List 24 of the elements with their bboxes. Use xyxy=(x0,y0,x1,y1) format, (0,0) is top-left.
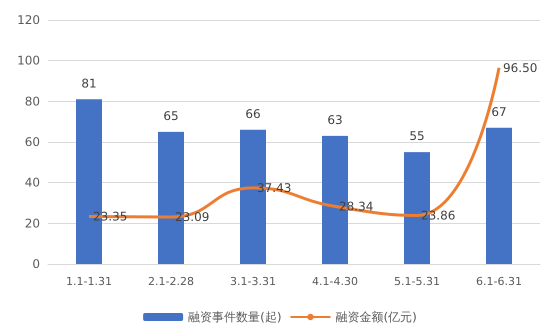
x-tick-label: 2.1-2.28 xyxy=(148,275,194,288)
legend-label: 融资金额(亿元) xyxy=(336,310,417,324)
y-tick-label: 40 xyxy=(24,176,40,190)
data-label: 66 xyxy=(245,106,261,121)
data-label: 67 xyxy=(491,104,507,119)
x-tick-label: 6.1-6.31 xyxy=(476,275,522,288)
x-tick-label: 5.1-5.31 xyxy=(394,275,440,288)
x-tick-label: 1.1-1.31 xyxy=(66,275,112,288)
data-label: 96.50 xyxy=(503,60,538,75)
x-tick-label: 3.1-3.31 xyxy=(230,275,276,288)
y-tick-label: 100 xyxy=(17,54,40,68)
y-tick-label: 60 xyxy=(24,135,40,149)
data-label: 63 xyxy=(327,112,343,127)
data-label: 81 xyxy=(81,76,97,90)
data-label: 65 xyxy=(163,108,179,123)
data-label: 55 xyxy=(409,129,425,144)
x-tick-label: 4.1-4.30 xyxy=(312,275,358,288)
y-tick-label: 0 xyxy=(32,257,40,271)
data-label: 23.35 xyxy=(93,210,128,224)
y-tick-label: 80 xyxy=(24,94,40,108)
bar xyxy=(486,128,512,264)
legend-label: 融资事件数量(起) xyxy=(188,310,282,324)
y-tick-label: 120 xyxy=(17,13,40,27)
y-tick-label: 20 xyxy=(24,216,40,230)
